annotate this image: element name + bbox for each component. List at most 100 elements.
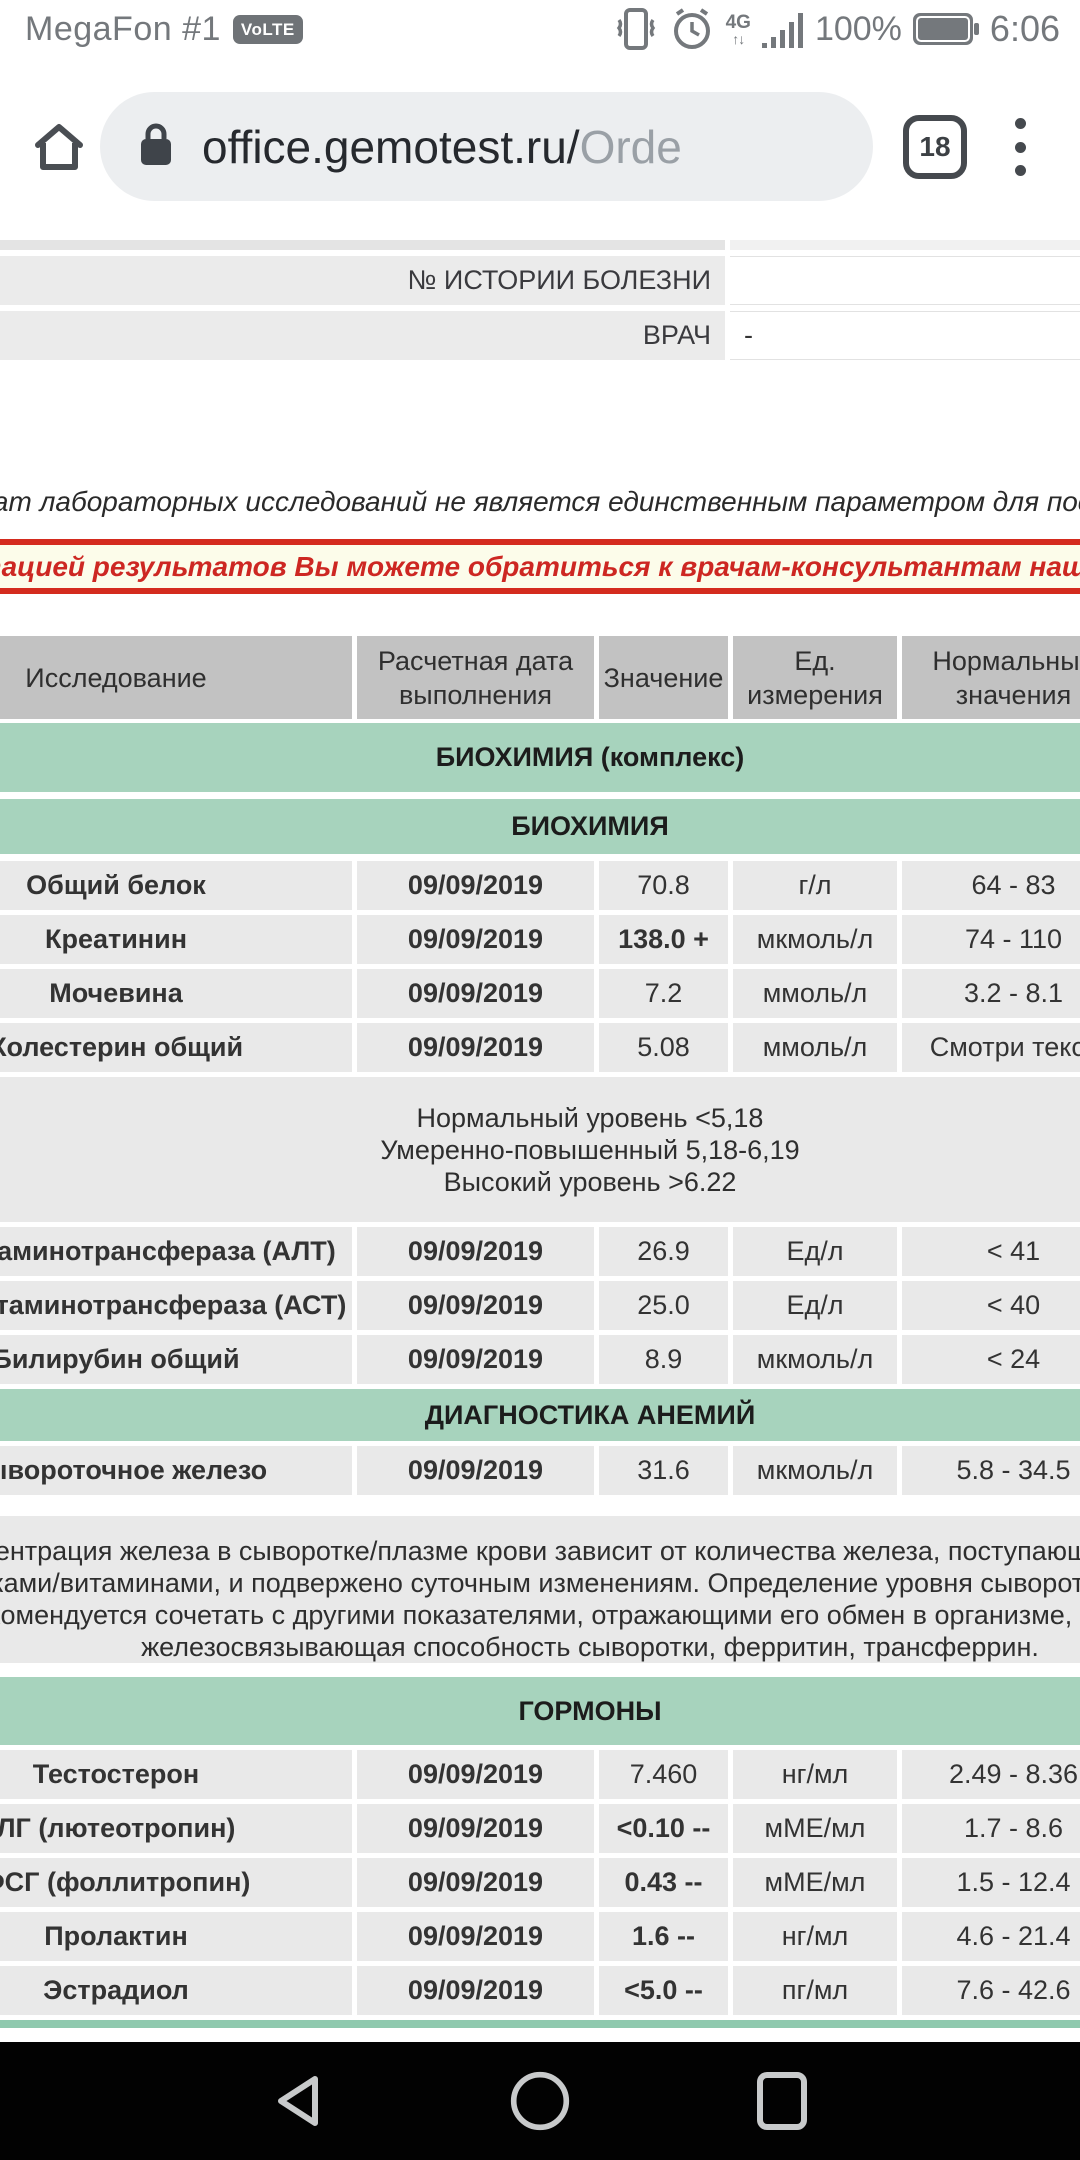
table-row: ЛГ (лютеотропин) 09/09/2019 <0.10 -- мМЕ… xyxy=(0,1804,1080,1853)
header-range: Нормальные значения xyxy=(902,636,1080,719)
result-value: 1.6 -- xyxy=(599,1912,728,1961)
lab-disclaimer-text: Результат лабораторных исследований не я… xyxy=(0,486,1080,517)
info-label: № ИСТОРИИ БОЛЕЗНИ xyxy=(0,256,725,305)
alarm-icon xyxy=(669,6,715,52)
table-row-partial xyxy=(0,240,1080,250)
analyte-name: Тестостерон xyxy=(0,1750,352,1799)
section-band: БИОХИМИЯ xyxy=(0,799,1080,854)
result-date: 09/09/2019 xyxy=(357,1804,594,1853)
result-unit: ммоль/л xyxy=(733,1023,897,1072)
header-date: Расчетная дата выполнения xyxy=(357,636,594,719)
result-date: 09/09/2019 xyxy=(357,969,594,1018)
result-date: 09/09/2019 xyxy=(357,1858,594,1907)
result-range: 1.5 - 12.4 xyxy=(902,1858,1080,1907)
analyte-name: Общий белок xyxy=(0,861,352,910)
result-unit: г/л xyxy=(733,861,897,910)
result-date: 09/09/2019 xyxy=(357,1966,594,2015)
analyte-name: Аланинаминотрансфераза (АЛТ) xyxy=(0,1227,352,1276)
table-row: Эстрадиол 09/09/2019 <5.0 -- пг/мл 7.6 -… xyxy=(0,1966,1080,2015)
carrier-label: MegaFon #1 xyxy=(25,9,221,48)
analyte-name: ЛГ (лютеотропин) xyxy=(0,1804,352,1853)
table-row: Сывороточное железо 09/09/2019 31.6 мкмо… xyxy=(0,1446,1080,1495)
battery-percent-label: 100% xyxy=(814,9,902,48)
url-host: office.gemotest.ru/ xyxy=(202,120,580,173)
table-row: Общий белок 09/09/2019 70.8 г/л 64 - 83 xyxy=(0,861,1080,910)
results-table: Исследование Расчетная дата выполнения Зн… xyxy=(0,636,1080,2028)
analyte-name: Креатинин xyxy=(0,915,352,964)
analyte-name: Аспартатаминотрансфераза (АСТ) xyxy=(0,1281,352,1330)
table-row: Холестерин общий 09/09/2019 5.08 ммоль/л… xyxy=(0,1023,1080,1072)
info-value: - xyxy=(730,311,1080,360)
section-band: БИОХИМИЯ (комплекс) xyxy=(0,723,1080,792)
result-range: Смотри текст xyxy=(902,1023,1080,1072)
result-date: 09/09/2019 xyxy=(357,1281,594,1330)
info-row-doctor: ВРАЧ - xyxy=(0,311,1080,360)
table-row: Билирубин общий 09/09/2019 8.9 мкмоль/л … xyxy=(0,1335,1080,1384)
result-unit: мкмоль/л xyxy=(733,1335,897,1384)
info-value xyxy=(730,256,1080,305)
result-value: 7.2 xyxy=(599,969,728,1018)
status-bar: MegaFon #1 VoLTE 4G ↑↓ 100% 6:06 xyxy=(0,0,1080,58)
home-circle-icon[interactable] xyxy=(509,2070,571,2132)
result-range: < 24 xyxy=(902,1335,1080,1384)
analyte-name: Холестерин общий xyxy=(0,1023,352,1072)
result-unit: нг/мл xyxy=(733,1912,897,1961)
table-row: ФСГ (фоллитропин) 09/09/2019 0.43 -- мМЕ… xyxy=(0,1858,1080,1907)
recents-icon[interactable] xyxy=(751,2070,813,2132)
table-header-row: Исследование Расчетная дата выполнения Зн… xyxy=(0,636,1080,719)
result-date: 09/09/2019 xyxy=(357,1227,594,1276)
battery-icon xyxy=(912,12,979,46)
vibrate-icon xyxy=(614,6,658,52)
result-date: 09/09/2019 xyxy=(357,915,594,964)
tab-count: 18 xyxy=(919,131,951,162)
result-date: 09/09/2019 xyxy=(357,1750,594,1799)
table-row: Аспартатаминотрансфераза (АСТ) 09/09/201… xyxy=(0,1281,1080,1330)
result-range: 1.7 - 8.6 xyxy=(902,1804,1080,1853)
home-icon[interactable] xyxy=(30,118,88,176)
analyte-name: Эстрадиол xyxy=(0,1966,352,2015)
analyte-name: Мочевина xyxy=(0,969,352,1018)
result-value: 31.6 xyxy=(599,1446,728,1495)
analyte-name: Билирубин общий xyxy=(0,1335,352,1384)
result-date: 09/09/2019 xyxy=(357,1446,594,1495)
table-row: Тестостерон 09/09/2019 7.460 нг/мл 2.49 … xyxy=(0,1750,1080,1799)
tab-switcher-button[interactable]: 18 xyxy=(903,115,967,179)
result-value: 26.9 xyxy=(599,1227,728,1276)
result-unit: Ед/л xyxy=(733,1227,897,1276)
result-value: 5.08 xyxy=(599,1023,728,1072)
info-label: ВРАЧ xyxy=(0,311,725,360)
cholesterol-note: Нормальный уровень <5,18 Умеренно-повыше… xyxy=(0,1077,1080,1222)
browser-menu-icon[interactable] xyxy=(1014,118,1026,176)
volte-badge: VoLTE xyxy=(232,14,303,44)
result-range: 74 - 110 xyxy=(902,915,1080,964)
analyte-name: ФСГ (фоллитропин) xyxy=(0,1858,352,1907)
header-value: Значение xyxy=(599,636,728,719)
result-value: 25.0 xyxy=(599,1281,728,1330)
signal-bars-icon xyxy=(761,7,804,51)
result-unit: мМЕ/мл xyxy=(733,1858,897,1907)
result-range: 7.6 - 42.6 xyxy=(902,1966,1080,2015)
result-range: < 41 xyxy=(902,1227,1080,1276)
url-bar[interactable]: office.gemotest.ru/Orde xyxy=(100,92,873,201)
analyte-name: Пролактин xyxy=(0,1912,352,1961)
result-value: <0.10 -- xyxy=(599,1804,728,1853)
result-range: 2.49 - 8.36 xyxy=(902,1750,1080,1799)
consult-notice-text: За интерпретацией результатов Вы можете … xyxy=(0,550,1080,582)
result-range: 64 - 83 xyxy=(902,861,1080,910)
result-unit: мкмоль/л xyxy=(733,1446,897,1495)
result-range: 4.6 - 21.4 xyxy=(902,1912,1080,1961)
result-unit: нг/мл xyxy=(733,1750,897,1799)
result-value: <5.0 -- xyxy=(599,1966,728,2015)
result-value: 7.460 xyxy=(599,1750,728,1799)
section-band: ДИАГНОСТИКА АНЕМИЙ xyxy=(0,1389,1080,1441)
table-row: Аланинаминотрансфераза (АЛТ) 09/09/2019 … xyxy=(0,1227,1080,1276)
back-icon[interactable] xyxy=(267,2070,329,2132)
browser-toolbar: office.gemotest.ru/Orde 18 xyxy=(0,58,1080,221)
result-range: 3.2 - 8.1 xyxy=(902,969,1080,1018)
info-row-history: № ИСТОРИИ БОЛЕЗНИ xyxy=(0,256,1080,305)
web-page-content[interactable]: № ИСТОРИИ БОЛЕЗНИ ВРАЧ - Результат лабор… xyxy=(0,221,1080,2042)
result-unit: мкмоль/л xyxy=(733,915,897,964)
result-date: 09/09/2019 xyxy=(357,1912,594,1961)
result-range: < 40 xyxy=(902,1281,1080,1330)
result-value: 8.9 xyxy=(599,1335,728,1384)
